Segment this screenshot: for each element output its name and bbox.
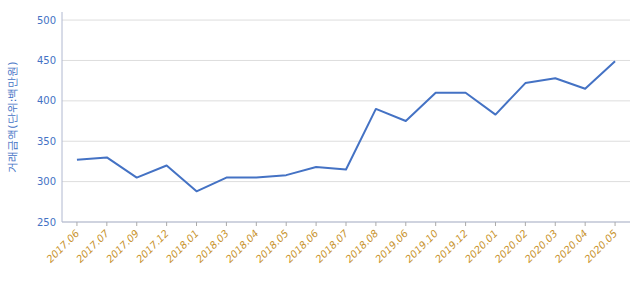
x-tick [555,222,556,226]
x-tick [166,222,167,226]
x-tick [256,222,257,226]
plot-area [77,61,615,191]
chart-container: 2503003504004505002017.062017.072017.092… [0,0,640,294]
x-tick [136,222,137,226]
grid-line [62,181,630,182]
x-tick [286,222,287,226]
y-axis-label: 거래금액(단위:백만원) [6,61,19,172]
grid-line [62,141,630,142]
x-tick [435,222,436,226]
y-tick-label: 500 [37,15,56,26]
x-tick [346,222,347,226]
grid-line [62,20,630,21]
x-tick [196,222,197,226]
y-axis-line [62,12,63,222]
data-line [77,61,615,191]
grid-line [62,60,630,61]
y-tick-label: 300 [37,176,56,187]
x-tick [106,222,107,226]
chart: 2503003504004505002017.062017.072017.092… [0,0,640,294]
x-tick [76,222,77,226]
y-tick-label: 350 [37,136,56,147]
y-tick-label: 400 [37,95,56,106]
x-tick [465,222,466,226]
x-tick-label: 2020.05 [582,228,619,265]
x-tick [226,222,227,226]
y-tick-label: 450 [37,55,56,66]
x-tick [495,222,496,226]
x-tick [375,222,376,226]
grid [62,20,630,222]
x-tick [615,222,616,226]
x-tick [405,222,406,226]
x-tick [525,222,526,226]
y-tick-label: 250 [37,217,56,228]
grid-line [62,100,630,101]
x-tick [585,222,586,226]
x-tick [316,222,317,226]
